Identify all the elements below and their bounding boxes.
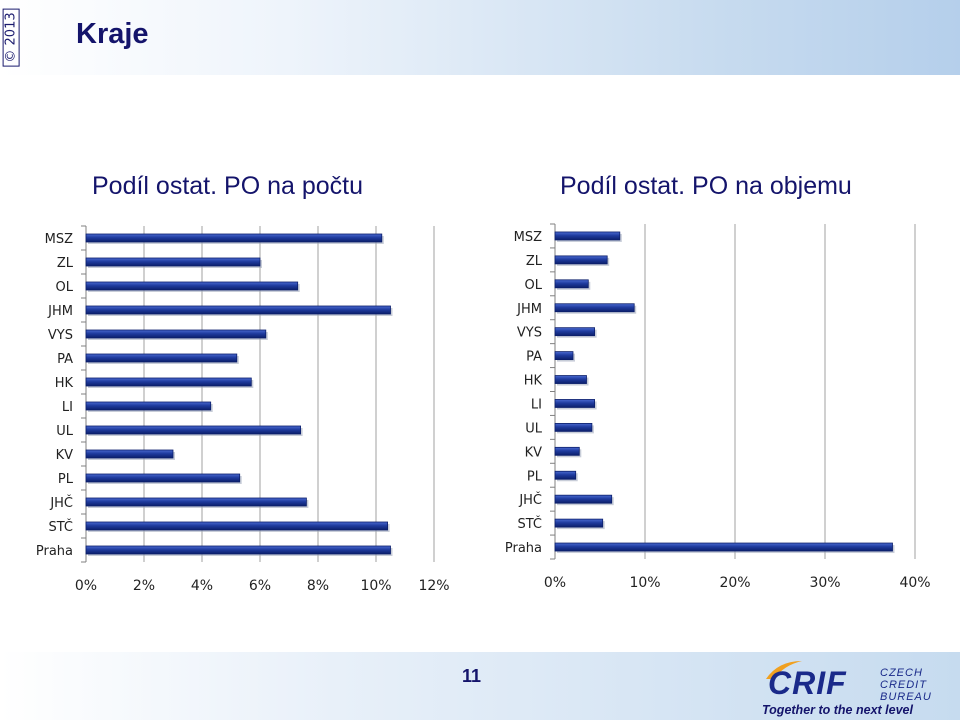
bar <box>554 327 595 337</box>
bar <box>85 401 212 411</box>
bar <box>85 377 252 387</box>
bar <box>554 470 577 480</box>
bar <box>85 305 391 315</box>
bar <box>554 255 608 265</box>
bar <box>85 545 391 555</box>
category-label: HK <box>55 376 74 391</box>
category-label: PA <box>57 352 73 367</box>
x-tick-label: 2% <box>133 578 155 594</box>
bar <box>85 329 267 339</box>
bar <box>85 233 383 243</box>
category-label: JHM <box>516 302 542 317</box>
logo-slogan: Together to the next level <box>762 703 913 717</box>
category-label: JHČ <box>518 492 542 508</box>
x-tick-label: 8% <box>307 578 329 594</box>
category-label: UL <box>525 421 543 436</box>
page-number: 11 <box>462 666 482 686</box>
x-tick-label: 0% <box>75 578 97 594</box>
x-tick-label: 0% <box>544 575 566 591</box>
swoosh-icon <box>766 661 802 679</box>
x-tick-label: 4% <box>191 578 213 594</box>
bar <box>554 399 595 408</box>
crif-logo: CRIF CZECH CREDIT BUREAU Together to the… <box>762 655 952 719</box>
logo-sub-line: CZECH <box>880 667 923 679</box>
x-tick-label: 10% <box>629 575 660 591</box>
category-label: Praha <box>36 544 73 559</box>
bar-chart-count: 0% 2% 4% 6% 8% 10% 12% MSZ ZL OL JHM VYS PA HK LI UL KV P… <box>36 225 450 594</box>
bar-chart-volume: 0% 10% 20% 30% 40% MSZ ZL OL JHM VYS PA HK LI UL KV PL J… <box>505 223 931 591</box>
bar <box>554 351 574 361</box>
bar <box>554 446 580 456</box>
category-label: UL <box>56 424 74 439</box>
footer-band <box>0 652 960 720</box>
x-tick-label: 6% <box>249 578 271 594</box>
x-tick-label: 20% <box>719 575 750 591</box>
bar <box>554 303 635 313</box>
chart-title-volume: Podíl ostat. PO na objemu <box>560 172 852 200</box>
bar <box>554 542 893 552</box>
bar <box>85 257 261 267</box>
category-label: MSZ <box>514 230 542 245</box>
bar <box>554 494 613 504</box>
x-tick-label: 30% <box>809 575 840 591</box>
category-label: STČ <box>48 519 73 535</box>
category-label: Praha <box>505 541 542 556</box>
category-label: JHČ <box>49 495 73 511</box>
category-label: LI <box>531 397 542 412</box>
category-label: OL <box>56 280 74 295</box>
bar <box>85 473 241 483</box>
category-label: VYS <box>517 326 542 341</box>
logo-sub-line: CREDIT <box>880 679 927 691</box>
bar <box>554 231 621 241</box>
bar <box>85 281 299 291</box>
category-label: LI <box>62 400 73 415</box>
category-label: ZL <box>57 256 74 271</box>
x-tick-label: 40% <box>899 575 930 591</box>
bar <box>554 375 587 384</box>
bar <box>85 449 174 459</box>
x-tick-label: 12% <box>418 578 449 594</box>
category-label: PL <box>527 469 543 484</box>
category-label: ZL <box>526 254 543 269</box>
bar <box>554 279 589 289</box>
bar <box>85 425 302 435</box>
bar <box>85 497 307 507</box>
header-band <box>0 0 960 75</box>
category-label: MSZ <box>45 232 73 247</box>
category-label: HK <box>524 374 543 389</box>
bar <box>554 518 604 528</box>
logo-brand: CRIF <box>768 665 847 701</box>
bar <box>85 353 238 363</box>
category-label: KV <box>56 448 74 463</box>
bar <box>85 521 389 531</box>
page-title: Kraje <box>76 18 149 50</box>
category-label: VYS <box>48 328 73 343</box>
category-label: KV <box>525 445 543 460</box>
category-label: JHM <box>47 304 73 319</box>
bar <box>554 422 593 432</box>
category-label: OL <box>525 278 543 293</box>
category-label: PA <box>526 350 542 365</box>
category-label: STČ <box>517 516 542 532</box>
chart-title-count: Podíl ostat. PO na počtu <box>92 172 363 200</box>
category-label: PL <box>58 472 74 487</box>
logo-sub-line: BUREAU <box>880 691 932 703</box>
logo-subtitle: CZECH CREDIT BUREAU <box>880 667 932 703</box>
x-tick-label: 10% <box>360 578 391 594</box>
